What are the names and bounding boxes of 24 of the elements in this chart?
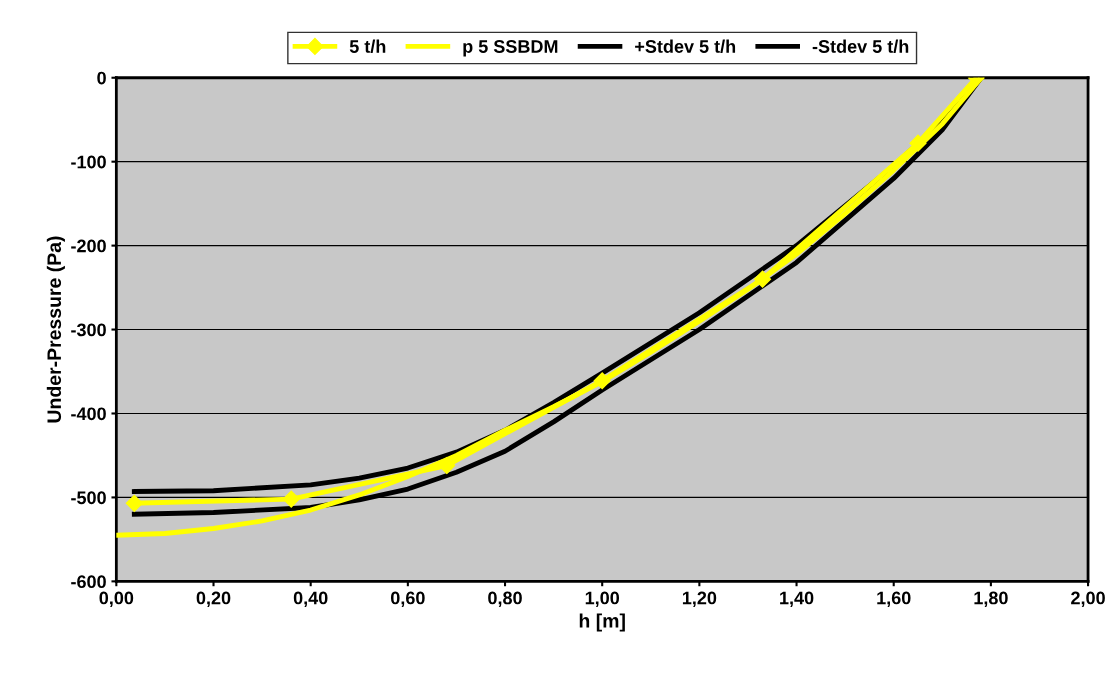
x-tick-label: 0,60 [391,591,425,607]
y-tick-label: -200 [71,239,106,253]
x-tick-label: 1,80 [974,591,1008,607]
legend-label: p 5 SSBDM [463,40,558,57]
y-tick-label: 0 [97,71,106,85]
x-tick-label: 2,00 [1071,591,1105,607]
x-tick-label: 0,20 [196,591,231,607]
y-tick-label: -300 [71,323,106,337]
x-tick-label: 1,40 [780,591,814,607]
legend-label: +Stdev 5 t/h [635,39,736,54]
y-axis-title: Under-Pressure (Pa) [46,236,65,423]
x-tick-label: 1,00 [585,591,620,607]
x-tick-label: 0,80 [488,591,522,607]
legend-label: 5 t/h [349,39,386,54]
x-tick-label: 1,20 [682,591,717,607]
x-tick-label: 0,00 [99,591,134,607]
y-tick-label: -600 [71,575,106,589]
x-tick-label: 1,60 [877,591,911,607]
x-tick-label: 0,40 [293,591,328,607]
y-tick-label: -400 [71,407,106,421]
legend-label: -Stdev 5 t/h [812,39,909,54]
y-tick-label: -100 [71,155,106,169]
x-axis-title: h [m] [579,613,625,632]
y-tick-label: -500 [71,491,106,505]
